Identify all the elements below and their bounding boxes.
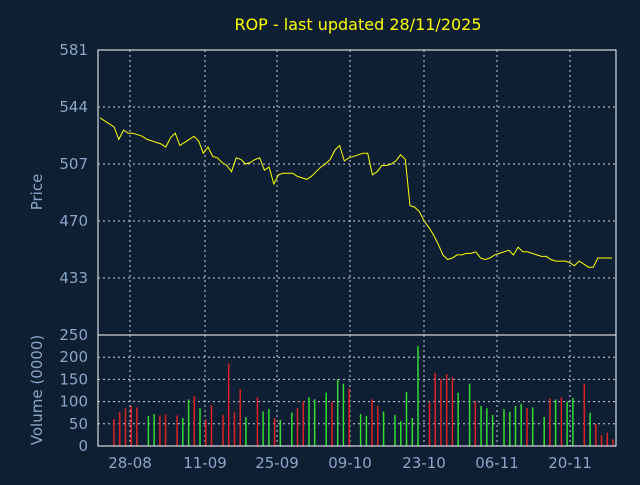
price-y-tick-label: 507 — [59, 155, 88, 173]
x-tick-label: 20-11 — [548, 454, 592, 472]
x-tick-labels: 28-08 11-09 25-09 09-10 23-10 06-11 20-11 — [108, 454, 592, 472]
volume-y-tick-label: 200 — [59, 348, 88, 366]
volume-y-tick-labels: 0 50 100 150 200 250 — [59, 326, 88, 455]
price-y-tick-label: 544 — [59, 98, 88, 116]
price-line-group — [99, 117, 612, 268]
price-series-line — [99, 117, 612, 268]
volume-axis-title: Volume (0000) — [28, 335, 46, 445]
volume-bars — [113, 346, 614, 446]
volume-y-tick-label: 250 — [59, 326, 88, 344]
x-tick-label: 25-09 — [255, 454, 299, 472]
x-tick-label: 11-09 — [183, 454, 227, 472]
price-axis-title: Price — [28, 174, 46, 211]
price-y-tick-labels: 433 470 507 544 581 — [59, 41, 88, 287]
volume-plot-frame — [97, 334, 617, 447]
price-y-tick-label: 470 — [59, 212, 88, 230]
chart-title: ROP - last updated 28/11/2025 — [234, 15, 481, 34]
x-tick-label: 23-10 — [402, 454, 446, 472]
x-tick-label: 28-08 — [108, 454, 152, 472]
volume-gridlines — [98, 335, 616, 446]
x-tick-label: 09-10 — [328, 454, 372, 472]
volume-y-tick-label: 0 — [78, 437, 88, 455]
volume-y-tick-label: 50 — [69, 415, 88, 433]
volume-y-tick-label: 100 — [59, 393, 88, 411]
price-y-tick-label: 433 — [59, 269, 88, 287]
volume-y-tick-label: 150 — [59, 370, 88, 388]
x-tick-label: 06-11 — [475, 454, 519, 472]
price-y-tick-label: 581 — [59, 41, 88, 59]
